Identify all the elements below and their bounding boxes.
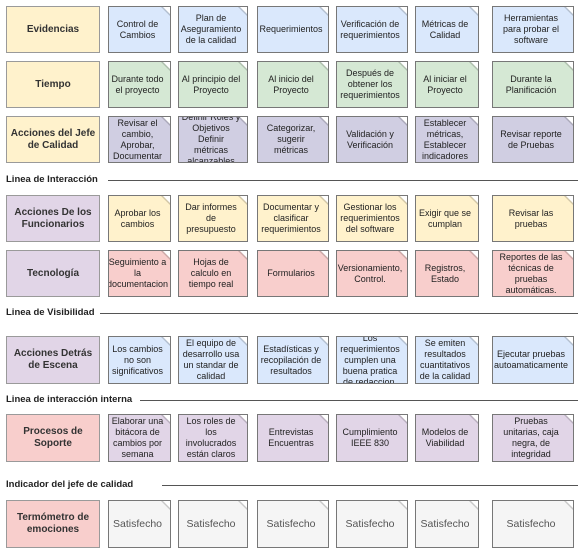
note-jefe-4: Validación y Verificación xyxy=(336,116,408,163)
note-jefe-5: Establecer métricas, Establecer indicado… xyxy=(415,116,479,163)
note-funcionarios-6: Revisar las pruebas xyxy=(492,195,574,242)
note-termometro-1: Satisfecho xyxy=(108,500,171,548)
note-procesos-soporte-2: Los roles de los involucrados están clar… xyxy=(178,414,248,462)
separator-label-interna: Linea de interacción interna xyxy=(6,394,133,405)
note-detras-de-escena-2: El equipo de desarrollo usa un standar d… xyxy=(178,336,248,384)
note-evidencias-5: Métricas de Calidad xyxy=(415,6,479,53)
note-procesos-soporte-3: Entrevistas Encuentras xyxy=(257,414,329,462)
note-tiempo-3: Al inicio del Proyecto xyxy=(257,61,329,108)
note-tecnologia-4: Versionamiento, Control. xyxy=(336,250,408,297)
separator-label-indicador: Indicador del jefe de calidad xyxy=(6,479,134,490)
note-termometro-5: Satisfecho xyxy=(415,500,479,548)
note-termometro-6: Satisfecho xyxy=(492,500,574,548)
note-detras-de-escena-6: Ejecutar pruebas autoamaticamente xyxy=(492,336,574,384)
note-funcionarios-5: Exigir que se cumplan xyxy=(415,195,479,242)
note-procesos-soporte-6: Pruebas unitarias, caja negra, de integr… xyxy=(492,414,574,462)
row-label-evidencias: Evidencias xyxy=(6,6,100,53)
note-tiempo-6: Durante la Planificación xyxy=(492,61,574,108)
note-evidencias-4: Verificación de requerimientos xyxy=(336,6,408,53)
note-funcionarios-1: Aprobar los cambios xyxy=(108,195,171,242)
separator-line-indicador xyxy=(162,485,578,486)
note-detras-de-escena-5: Se emiten resultados cuantitativos de la… xyxy=(415,336,479,384)
row-label-procesos-soporte: Procesos de Soporte xyxy=(6,414,100,462)
row-label-jefe: Acciones del Jefe de Calidad xyxy=(6,116,100,163)
note-termometro-2: Satisfecho xyxy=(178,500,248,548)
note-evidencias-6: Herramientas para probar el software xyxy=(492,6,574,53)
note-evidencias-1: Control de Cambios xyxy=(108,6,171,53)
row-label-funcionarios: Acciones De los Funcionarios xyxy=(6,195,100,242)
note-tiempo-2: Al principio del Proyecto xyxy=(178,61,248,108)
note-tiempo-4: Después de obtener los requerimientos xyxy=(336,61,408,108)
note-funcionarios-4: Gestionar los requerimientos del softwar… xyxy=(336,195,408,242)
note-tiempo-1: Durante todo el proyecto xyxy=(108,61,171,108)
note-funcionarios-3: Documentar y clasificar requerimientos xyxy=(257,195,329,242)
note-tecnologia-6: Reportes de las técnicas de pruebas auto… xyxy=(492,250,574,297)
note-tecnologia-2: Hojas de calculo en tiempo real xyxy=(178,250,248,297)
note-jefe-2: Definir Roles y Objetivos Definir métric… xyxy=(178,116,248,163)
note-termometro-4: Satisfecho xyxy=(336,500,408,548)
separator-label-visibilidad: Linea de Visibilidad xyxy=(6,307,95,318)
note-evidencias-2: Plan de Aseguramiento de la calidad xyxy=(178,6,248,53)
note-detras-de-escena-3: Estadísticas y recopilación de resultado… xyxy=(257,336,329,384)
note-detras-de-escena-1: Los cambios no son significativos xyxy=(108,336,171,384)
note-jefe-1: Revisar el cambio, Aprobar, Documentar xyxy=(108,116,171,163)
note-evidencias-3: Requerimientos xyxy=(257,6,329,53)
note-tiempo-5: Al iniciar el Proyecto xyxy=(415,61,479,108)
note-jefe-3: Categorizar, sugerir métricas xyxy=(257,116,329,163)
separator-line-interaccion xyxy=(108,180,578,181)
row-label-tecnologia: Tecnología xyxy=(6,250,100,297)
note-procesos-soporte-1: Elaborar una bitácora de cambios por sem… xyxy=(108,414,171,462)
note-procesos-soporte-5: Modelos de Viabilidad xyxy=(415,414,479,462)
note-funcionarios-2: Dar informes de presupuesto xyxy=(178,195,248,242)
row-label-tiempo: Tiempo xyxy=(6,61,100,108)
separator-line-interna xyxy=(140,400,578,401)
note-tecnologia-5: Registros, Estado xyxy=(415,250,479,297)
row-label-detras-de-escena: Acciones Detrás de Escena xyxy=(6,336,100,384)
row-label-termometro: Termómetro de emociones xyxy=(6,500,100,548)
note-detras-de-escena-4: Los requerimientos cumplen una buena pra… xyxy=(336,336,408,384)
separator-label-interaccion: Linea de Interacción xyxy=(6,174,98,185)
separator-line-visibilidad xyxy=(100,313,578,314)
note-jefe-6: Revisar reporte de Pruebas xyxy=(492,116,574,163)
note-termometro-3: Satisfecho xyxy=(257,500,329,548)
note-tecnologia-1: Seguimiento a la documentacion xyxy=(108,250,171,297)
note-tecnologia-3: Formularios xyxy=(257,250,329,297)
note-procesos-soporte-4: Cumplimiento IEEE 830 xyxy=(336,414,408,462)
